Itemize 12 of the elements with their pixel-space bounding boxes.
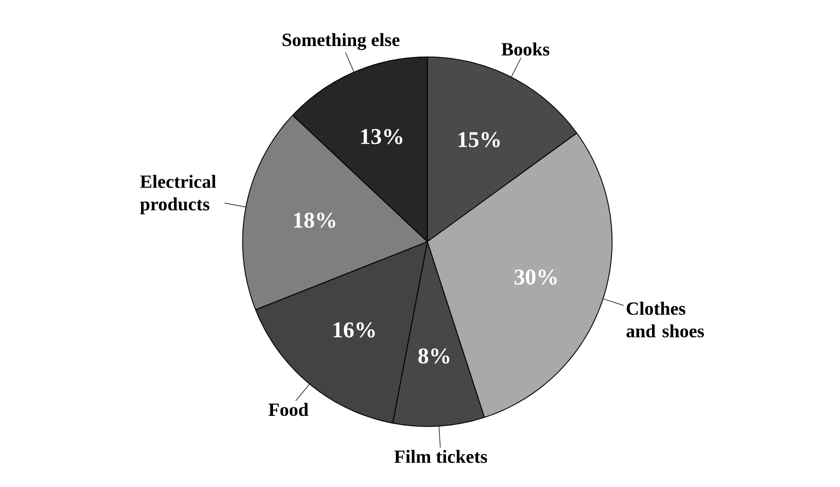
slice-label: Food (268, 402, 308, 416)
slice-label: Something else (282, 32, 400, 50)
data-label: 8% (418, 348, 450, 364)
data-label: 18% (294, 212, 336, 228)
slice-label: Film tickets (394, 450, 488, 463)
slice-label: Books (502, 42, 550, 56)
data-label: 30% (514, 269, 557, 285)
slice-label: Electrical products (140, 174, 216, 214)
data-label: 16% (334, 322, 375, 338)
data-label: 15% (458, 132, 500, 148)
data-label: 13% (361, 128, 402, 144)
slice-label: Clothes and shoes (626, 302, 704, 338)
